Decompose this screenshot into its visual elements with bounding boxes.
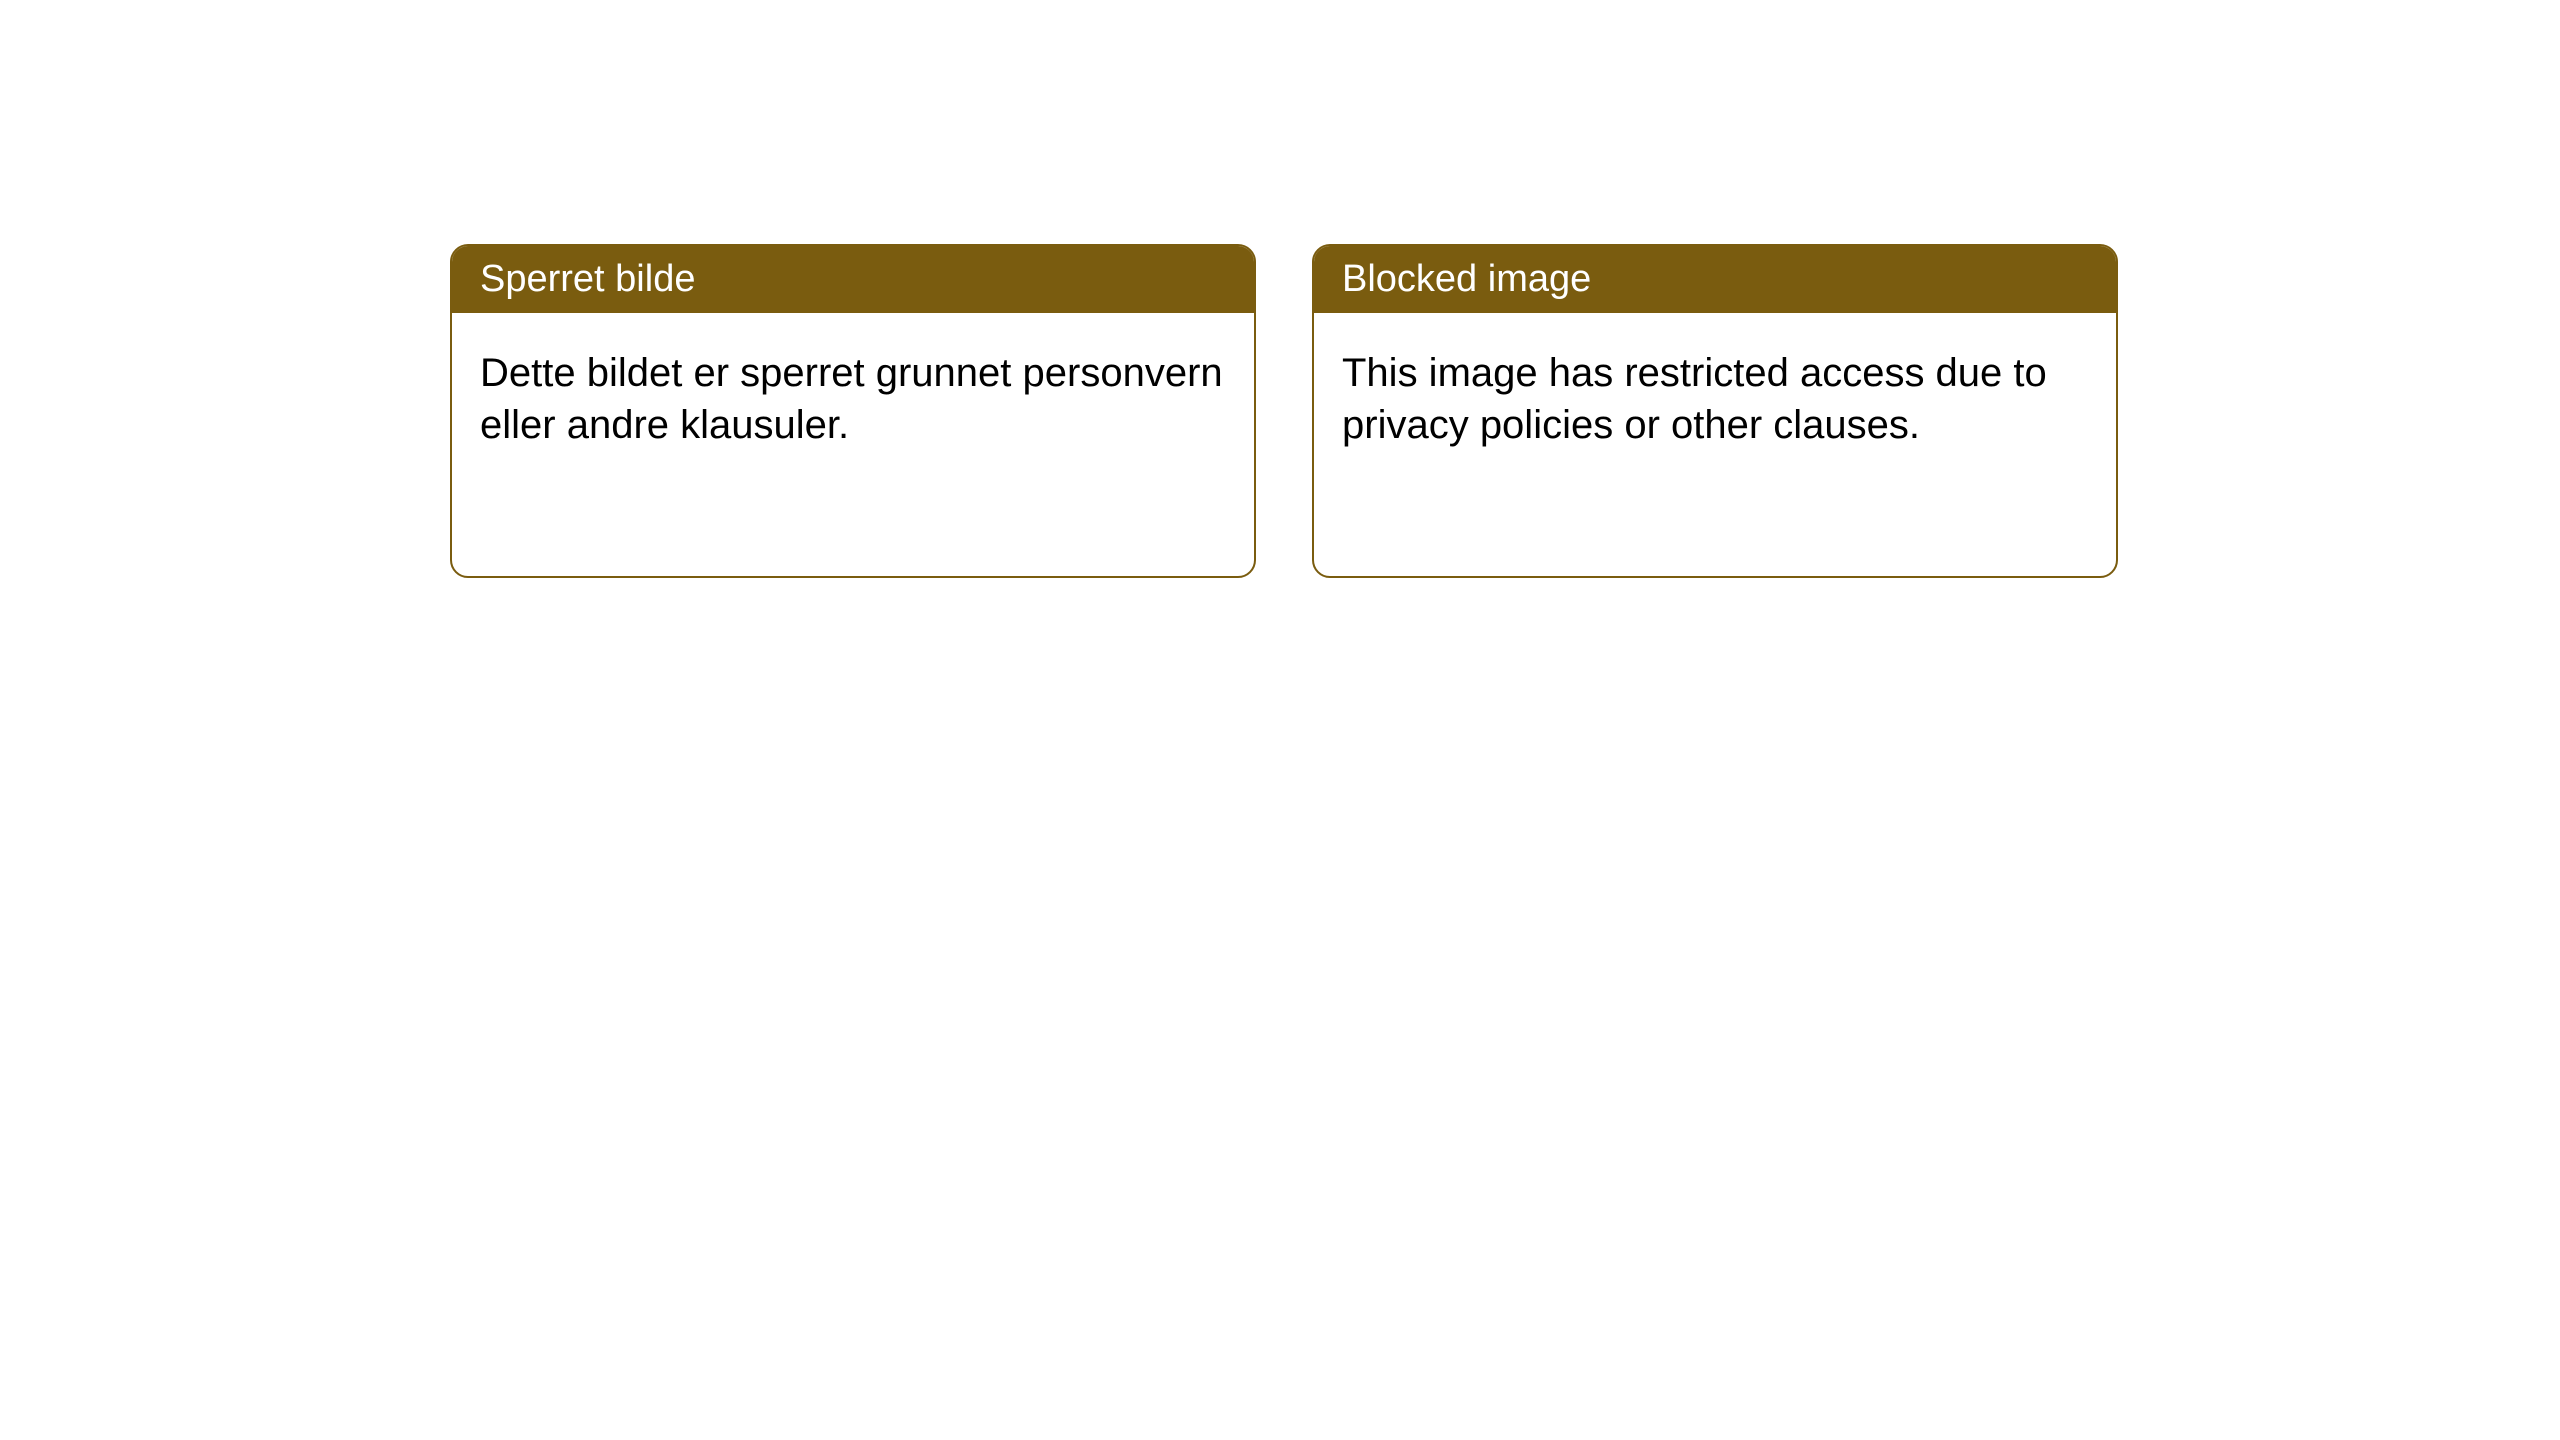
notice-text-english: This image has restricted access due to … [1342, 351, 2047, 447]
notice-card-norwegian: Sperret bilde Dette bildet er sperret gr… [450, 244, 1256, 578]
notice-body-english: This image has restricted access due to … [1314, 313, 2116, 485]
notice-container: Sperret bilde Dette bildet er sperret gr… [450, 244, 2118, 578]
notice-header-english: Blocked image [1314, 246, 2116, 313]
notice-title-norwegian: Sperret bilde [480, 258, 695, 300]
notice-body-norwegian: Dette bildet er sperret grunnet personve… [452, 313, 1254, 485]
notice-text-norwegian: Dette bildet er sperret grunnet personve… [480, 351, 1223, 447]
notice-card-english: Blocked image This image has restricted … [1312, 244, 2118, 578]
notice-header-norwegian: Sperret bilde [452, 246, 1254, 313]
notice-title-english: Blocked image [1342, 258, 1591, 300]
